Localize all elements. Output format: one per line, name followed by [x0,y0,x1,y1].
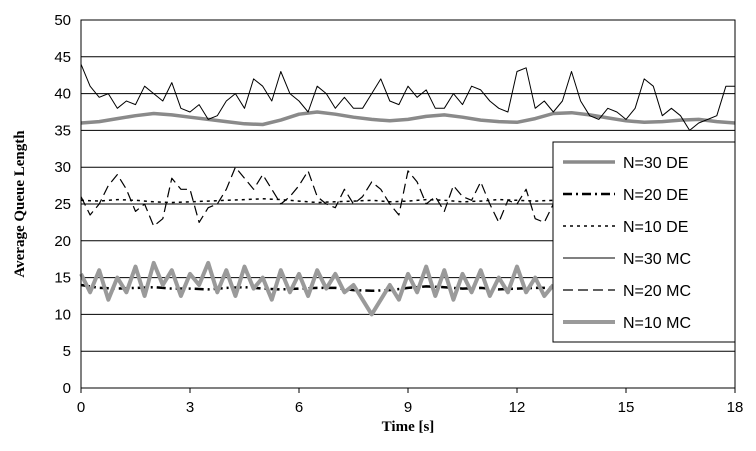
legend-label: N=30 DE [623,155,688,172]
series-line-4 [80,64,735,131]
y-tick-label: 10 [54,306,71,323]
y-tick-label: 15 [54,270,71,287]
x-tick-label: 9 [404,399,412,416]
y-tick-label: 40 [54,86,71,103]
y-tick-label: 45 [54,49,71,66]
x-tick-label: 15 [618,399,635,416]
x-tick-label: 12 [509,399,526,416]
x-tick-labels: 0 3 6 9 12 15 18 [77,388,744,416]
y-tick-label: 30 [54,159,71,176]
y-tick-label: 0 [63,380,71,397]
legend-box [552,141,736,343]
legend-label: N=10 DE [623,219,688,236]
y-axis-title: Average Queue Length [12,130,28,278]
series-line-3 [80,198,554,204]
x-tick-label: 18 [727,399,744,416]
series-lines [79,64,736,317]
series-line-2 [80,283,554,293]
x-tick-label: 0 [77,399,85,416]
y-tick-label: 20 [54,233,71,250]
legend-label: N=30 MC [623,251,691,268]
y-tick-labels: 0 5 10 15 20 25 30 35 40 45 50 [54,12,71,397]
x-axis-title: Time [s] [382,419,435,435]
y-tick-label: 25 [54,196,71,213]
y-tick-label: 35 [54,122,71,139]
y-tick-label: 5 [63,343,71,360]
series-line-5 [80,166,554,227]
legend: N=30 DE N=20 DE N=10 DE N=30 MC N=20 MC N=10 … [552,141,736,343]
x-tick-label: 6 [295,399,303,416]
legend-label: N=10 MC [623,315,691,332]
y-tick-label: 50 [54,12,71,29]
series-line-6 [79,260,555,317]
legend-label: N=20 DE [623,187,688,204]
x-tick-label: 3 [186,399,194,416]
legend-label: N=20 MC [623,283,691,300]
series-line-1 [80,110,736,127]
